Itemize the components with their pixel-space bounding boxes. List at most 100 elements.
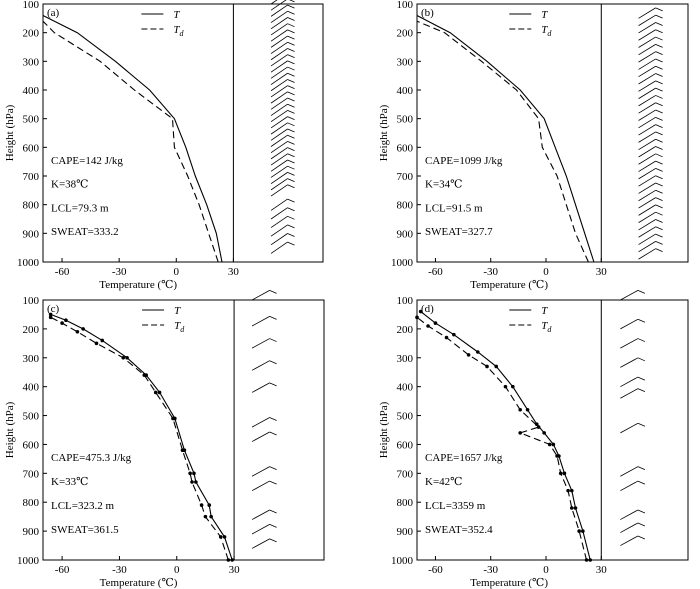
wind-barb-staff [638, 182, 656, 194]
wind-barb-staff [270, 178, 288, 191]
y-tick-label: 1000 [17, 555, 40, 567]
y-tick-label: 500 [397, 411, 414, 423]
wind-barb-staff [270, 207, 288, 220]
temperature-point [81, 327, 85, 331]
y-tick-label: 400 [397, 382, 414, 394]
dewpoint-point [60, 321, 64, 325]
wind-barb [270, 41, 295, 54]
wind-barb [638, 131, 663, 143]
wind-barb-staff [638, 80, 656, 92]
wind-barb [638, 233, 663, 245]
wind-barb-flag [655, 116, 663, 121]
annotation-cape: CAPE=1099 J/kg [425, 155, 503, 167]
plot-frame [42, 299, 325, 561]
annotation-k-index: K=38℃ [51, 179, 88, 191]
y-tick-label: 800 [397, 497, 414, 509]
temperature-point [194, 480, 198, 484]
legend-label-t: T [541, 305, 548, 317]
legend-label-td: Td [174, 320, 185, 334]
dewpoint-point [503, 384, 508, 389]
wind-barb-flag [287, 4, 295, 9]
sounding-panel-2: 100 200 300 400 500 600 700 800 900 1000 -60 -30 0 30… [378, 0, 689, 291]
y-tick-label: 100 [23, 295, 40, 307]
wind-barb-flag [655, 160, 663, 165]
wind-barb [638, 36, 663, 48]
wind-barb-staff [270, 116, 288, 129]
wind-barb-flag [269, 466, 277, 471]
wind-barb [638, 95, 663, 107]
x-tick-label: 30 [228, 266, 240, 278]
wind-barb [620, 480, 646, 492]
temperature-profile [42, 15, 223, 263]
wind-barb-flag [287, 10, 295, 15]
y-tick-label: 600 [23, 439, 40, 451]
wind-barb [251, 316, 277, 327]
wind-barb-staff [270, 29, 288, 42]
temperature-point [551, 442, 556, 447]
wind-barb-flag [655, 29, 663, 34]
sounding-panel-4: 100 200 300 400 500 600 700 800 900 1000 -60 -30 0 30… [378, 290, 689, 589]
wind-barb-staff [638, 131, 656, 143]
x-axis-label: Temperature (℃) [99, 279, 177, 291]
wind-barb-flag [637, 422, 646, 427]
wind-barb-staff [270, 54, 288, 67]
wind-barb-staff [638, 233, 656, 245]
wind-barb-staff [638, 109, 656, 121]
dewpoint-point [518, 407, 522, 412]
wind-barb-flag [637, 466, 646, 471]
dewpoint-point [426, 324, 430, 328]
y-tick-label: 300 [397, 353, 414, 365]
wind-barb-staff [638, 73, 656, 85]
wind-barb-flag [287, 54, 295, 59]
wind-barb-staff [638, 219, 656, 231]
panel-label: (c) [47, 303, 60, 315]
wind-barb-flag [655, 58, 663, 63]
dewpoint-point [218, 535, 223, 539]
wind-barb-flag [655, 124, 663, 128]
wind-barb [270, 147, 295, 160]
y-tick-label: 600 [397, 439, 414, 451]
plot-frame [416, 3, 689, 263]
wind-barb [270, 17, 295, 30]
wind-barb-flag [269, 524, 277, 528]
wind-barb [638, 248, 663, 260]
wind-barb [270, 128, 295, 141]
wind-barb-flag [655, 36, 663, 41]
wind-barb [270, 91, 295, 104]
wind-barb-staff [620, 466, 639, 477]
wind-barb [638, 109, 663, 121]
wind-barb-flag [269, 290, 277, 294]
wind-barb [638, 102, 663, 114]
x-tick-label: -30 [483, 564, 498, 576]
panel-label: (d) [421, 303, 434, 315]
legend-label-td: Td [173, 24, 184, 38]
wind-barb-flag [287, 128, 295, 133]
dewpoint-point [94, 341, 99, 346]
wind-barb-staff [638, 153, 656, 165]
wind-barb-staff [270, 4, 288, 17]
y-tick-label: 900 [23, 526, 40, 538]
wind-barb [270, 97, 295, 110]
wind-barb-flag [287, 198, 295, 203]
wind-barb [251, 338, 277, 349]
wind-barb [638, 87, 663, 99]
wind-barb-flag [287, 141, 295, 145]
wind-barb-flag [287, 241, 295, 246]
dewpoint-point [190, 480, 194, 484]
annotation-lcl: LCL=323.2 m [51, 500, 114, 512]
y-axis-label: Height (hPa) [378, 401, 390, 458]
sounding-panel-3: 100 200 300 400 500 600 700 800 900 1000 -60 -30 0 30… [4, 290, 325, 589]
wind-barb-flag [655, 102, 663, 107]
wind-barb [270, 60, 295, 73]
wind-barb-staff [251, 480, 270, 492]
y-tick-label: 900 [397, 228, 414, 240]
plot-frame [416, 299, 689, 561]
y-tick-label: 700 [397, 468, 414, 480]
panel-label: (b) [421, 7, 434, 19]
temperature-point [433, 321, 438, 325]
wind-barb-flag [637, 357, 646, 362]
wind-barb [638, 219, 663, 231]
wind-barb-staff [270, 134, 288, 147]
dewpoint-point [188, 471, 192, 476]
wind-barb [620, 535, 646, 546]
